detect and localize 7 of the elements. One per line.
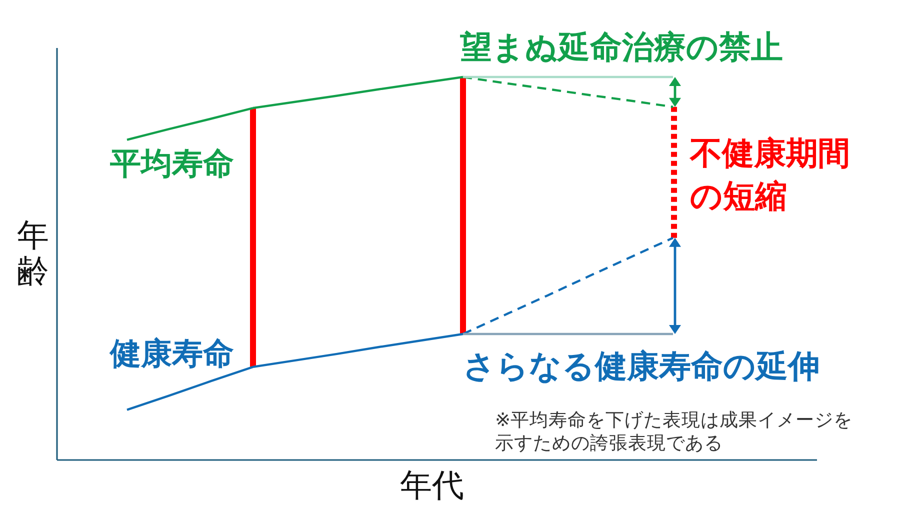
annotation: さらなる健康寿命の延伸 [463,348,820,384]
annotation: ※平均寿命を下げた表現は成果イメージを示すための誇張表現である [495,409,853,453]
x-axis-title: 年代 [400,467,464,503]
annotation: 不健康期間の短縮 [689,135,850,214]
series-label: 平均寿命 [109,146,234,181]
text: 望まぬ延命治療の禁止 [459,29,783,65]
y-axis-title: 年齢 [17,217,49,289]
